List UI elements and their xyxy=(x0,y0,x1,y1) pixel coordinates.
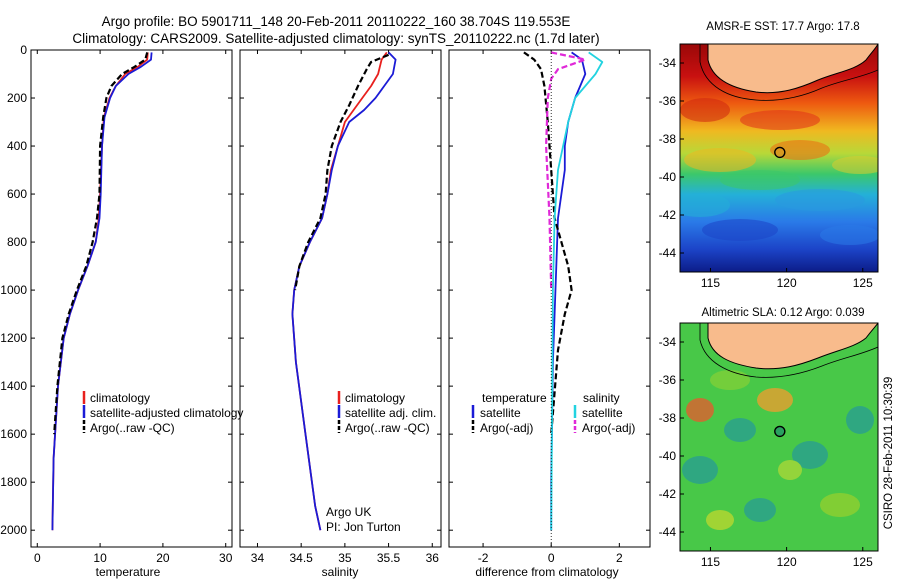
x-tick-label: 36 xyxy=(426,551,440,565)
figure-title-line-2: Climatology: CARS2009. Satellite-adjuste… xyxy=(72,31,599,46)
sst-texture xyxy=(680,98,878,245)
sla-bathymetry-contour xyxy=(699,323,878,378)
series-line-argo-raw-qc- xyxy=(53,52,149,435)
sla-map-ticks: 115 120 125 -34 -36 -38 -40 -42 -44 xyxy=(659,335,873,569)
map-y-tick-label: -38 xyxy=(659,132,677,146)
map-x-tick-label: 120 xyxy=(777,555,797,569)
sst-argo-location-marker xyxy=(774,146,786,159)
temperature-legend: climatology satellite-adjusted climatolo… xyxy=(82,391,243,435)
x-tick-label: 0 xyxy=(548,551,555,565)
sst-map-title: AMSR-E SST: 17.7 Argo: 17.8 xyxy=(706,21,859,33)
sla-argo-location-marker xyxy=(774,425,786,438)
difference-axes xyxy=(448,49,651,548)
salinity-plot: 34 34.5 35 35.5 36 xyxy=(240,49,441,565)
y-tick-label: 0 xyxy=(20,43,27,57)
sst-land xyxy=(707,44,878,94)
map-y-tick-label: -34 xyxy=(659,335,677,349)
y-tick-label: 600 xyxy=(7,187,27,201)
legend-label-sal-argo: Argo(-adj) xyxy=(582,421,635,435)
y-tick-label: 1800 xyxy=(0,475,27,489)
x-tick-label: 30 xyxy=(219,551,233,565)
sst-map-ticks: 115 120 125 -34 -36 -38 -40 -42 -44 xyxy=(659,56,873,290)
x-tick-label: -2 xyxy=(478,551,489,565)
temperature-plot: 0 10 20 30 0 200 400 600 800 1000 1200 1400 1600 1800… xyxy=(0,43,232,565)
salinity-legend: climatology satellite adj. clim. Argo(..… xyxy=(326,391,436,534)
x-tick-label: 34 xyxy=(251,551,265,565)
map-x-tick-label: 125 xyxy=(853,555,873,569)
legend-group-salinity: salinity xyxy=(583,391,620,405)
map-y-tick-label: -44 xyxy=(659,525,677,539)
series-line-argo-adj- xyxy=(523,51,573,435)
y-tick-label: 1600 xyxy=(0,427,27,441)
x-tick-label: 10 xyxy=(93,551,107,565)
y-tick-label: 200 xyxy=(7,91,27,105)
y-tick-label: 2000 xyxy=(0,523,27,537)
side-timestamp-label: CSIRO 28-Feb-2011 10:30:39 xyxy=(883,377,895,530)
sla-map-title: Altimetric SLA: 0.12 Argo: 0.039 xyxy=(701,307,864,319)
x-tick-label: 35.5 xyxy=(377,551,401,565)
sst-map-frame xyxy=(679,43,879,273)
sla-land xyxy=(707,323,878,370)
legend-label-argo: Argo(..raw -QC) xyxy=(90,421,175,435)
legend-label-argo: Argo(..raw -QC) xyxy=(345,421,430,435)
map-y-tick-label: -40 xyxy=(659,449,677,463)
map-x-tick-label: 125 xyxy=(853,276,873,290)
x-tick-label: 20 xyxy=(156,551,170,565)
series-line-argo-raw-qc- xyxy=(294,53,390,291)
series-line-climatology xyxy=(291,51,388,531)
temperature-axes xyxy=(30,49,233,548)
map-y-tick-label: -40 xyxy=(659,170,677,184)
salinity-axes xyxy=(239,49,442,548)
map-y-tick-label: -34 xyxy=(659,56,677,70)
y-tick-label: 1400 xyxy=(0,379,27,393)
map-y-tick-label: -44 xyxy=(659,246,677,260)
difference-plot: -2 0 2 xyxy=(449,49,650,565)
y-tick-label: 1200 xyxy=(0,331,27,345)
y-tick-label: 400 xyxy=(7,139,27,153)
x-tick-label: 35 xyxy=(338,551,352,565)
figure-title-line-1: Argo profile: BO 5901711_148 20-Feb-2011… xyxy=(102,14,571,29)
series-line-satellite-adjusted-climatology xyxy=(51,52,153,531)
map-y-tick-label: -36 xyxy=(659,94,677,108)
map-y-tick-label: -36 xyxy=(659,373,677,387)
map-x-tick-label: 120 xyxy=(777,276,797,290)
y-tick-label: 1000 xyxy=(0,283,27,297)
difference-xlabel: difference from climatology xyxy=(475,565,618,579)
legend-label-climatology: climatology xyxy=(90,391,150,405)
series-line-satellite-adj-clim- xyxy=(291,51,397,531)
argo-uk-annotation: Argo UK xyxy=(326,505,371,519)
sst-bathymetry-contour xyxy=(699,44,878,101)
x-tick-label: 2 xyxy=(616,551,623,565)
map-x-tick-label: 115 xyxy=(701,555,720,569)
legend-label-satellite: satellite adj. clim. xyxy=(345,406,436,420)
y-tick-label: 800 xyxy=(7,235,27,249)
legend-group-temperature: temperature xyxy=(482,391,547,405)
sla-map-frame xyxy=(679,322,879,552)
legend-label-temp-argo: Argo(-adj) xyxy=(480,421,533,435)
map-y-tick-label: -38 xyxy=(659,411,677,425)
map-y-tick-label: -42 xyxy=(659,208,677,222)
series-line-argo-adj- xyxy=(544,51,587,291)
temperature-xlabel: temperature xyxy=(96,565,161,579)
legend-label-sal-satellite: satellite xyxy=(582,406,623,420)
map-x-tick-label: 115 xyxy=(701,276,720,290)
x-tick-label: 0 xyxy=(34,551,41,565)
legend-label-satellite: satellite-adjusted climatology xyxy=(90,406,243,420)
pi-annotation: PI: Jon Turton xyxy=(326,520,401,534)
series-line-satellite xyxy=(550,51,604,531)
series-line-climatology xyxy=(51,52,149,531)
sla-texture xyxy=(682,370,874,530)
map-y-tick-label: -42 xyxy=(659,487,677,501)
x-tick-label: 34.5 xyxy=(289,551,313,565)
salinity-xlabel: salinity xyxy=(322,565,359,579)
legend-label-temp-satellite: satellite xyxy=(480,406,521,420)
difference-legend: temperature salinity satellite Argo(-adj… xyxy=(471,391,635,435)
legend-label-climatology: climatology xyxy=(345,391,405,405)
